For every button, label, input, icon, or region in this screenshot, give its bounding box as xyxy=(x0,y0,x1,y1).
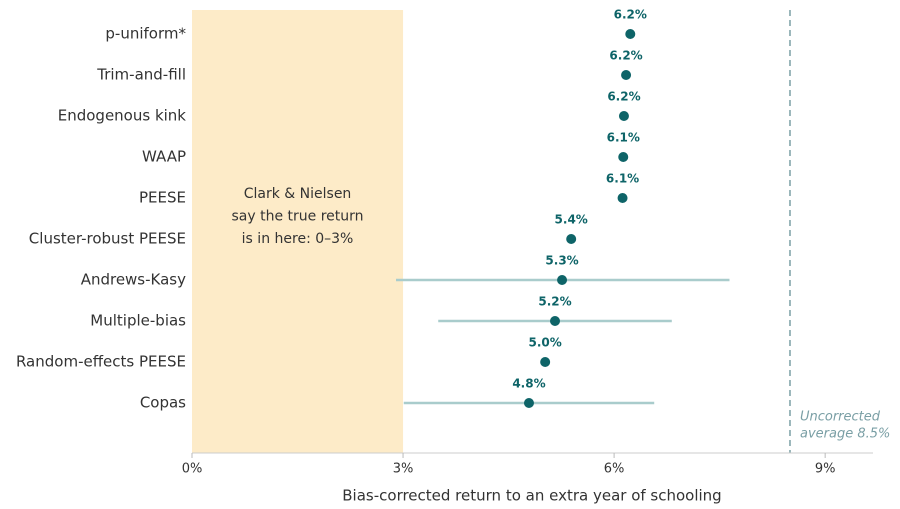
value-label: 6.2% xyxy=(607,90,640,104)
y-tick-label: Cluster-robust PEESE xyxy=(29,230,186,248)
dot xyxy=(618,152,629,162)
dot xyxy=(621,70,632,80)
shade-annotation: say the true return xyxy=(232,209,364,225)
reference-annotation: Uncorrected xyxy=(800,410,881,425)
y-tick-label: PEESE xyxy=(139,189,186,207)
dot xyxy=(617,193,628,203)
value-label: 5.0% xyxy=(529,336,562,350)
shade-annotation: Clark & Nielsen xyxy=(244,186,352,202)
y-tick-label: Random-effects PEESE xyxy=(16,353,186,371)
value-label: 6.2% xyxy=(609,49,642,63)
y-tick-label: Trim-and-fill xyxy=(96,66,186,84)
x-tick-label: 6% xyxy=(604,462,625,477)
value-label: 5.4% xyxy=(555,213,588,227)
shade-annotation: is in here: 0–3% xyxy=(242,231,354,247)
dot xyxy=(550,316,561,326)
dot xyxy=(625,29,636,39)
dot xyxy=(523,398,534,408)
value-label: 6.1% xyxy=(606,172,639,186)
x-tick-label: 0% xyxy=(182,462,203,477)
y-tick-label: Andrews-Kasy xyxy=(81,271,186,289)
value-label: 6.1% xyxy=(607,131,640,145)
y-tick-label: p-uniform* xyxy=(105,25,186,43)
dot xyxy=(540,357,551,367)
value-label: 5.3% xyxy=(545,254,578,268)
value-label: 6.2% xyxy=(614,8,647,22)
reference-annotation: average 8.5% xyxy=(800,427,890,442)
dot xyxy=(566,234,577,244)
shade-region xyxy=(192,10,404,453)
x-tick-label: 9% xyxy=(815,462,836,477)
value-label: 4.8% xyxy=(512,377,545,391)
y-tick-label: Multiple-bias xyxy=(90,312,186,330)
dot xyxy=(557,275,568,285)
y-tick-label: Copas xyxy=(140,394,186,412)
x-tick-label: 3% xyxy=(393,462,414,477)
dot xyxy=(618,111,629,121)
x-axis-label: Bias-corrected return to an extra year o… xyxy=(342,487,721,505)
y-tick-label: Endogenous kink xyxy=(58,107,187,125)
value-label: 5.2% xyxy=(538,295,571,309)
y-tick-label: WAAP xyxy=(142,148,186,166)
